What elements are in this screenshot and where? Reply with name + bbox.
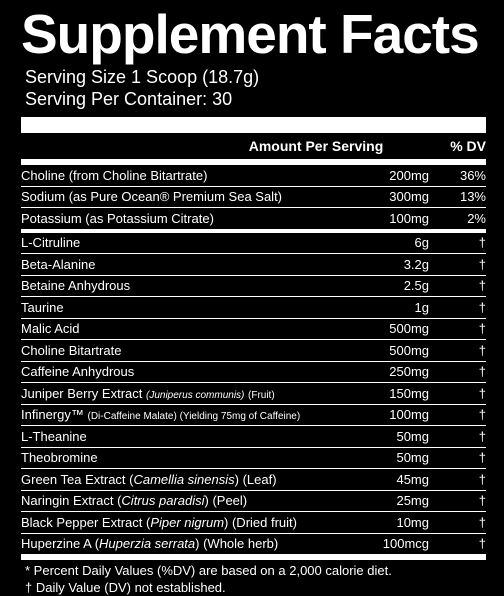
thick-divider bbox=[21, 117, 486, 133]
ingredient-dv: † bbox=[478, 385, 486, 401]
table-row: Taurine 1g † bbox=[21, 297, 486, 319]
ingredient-dv: † bbox=[478, 493, 486, 509]
ingredient-dv: 13% bbox=[459, 189, 486, 205]
ingredient-amount: 150mg bbox=[389, 385, 429, 401]
footer-divider bbox=[21, 554, 486, 560]
ingredient-amount: 2.5g bbox=[403, 278, 429, 294]
table-row: Infinergy™ (Di-Caffeine Malate) (Yieldin… bbox=[21, 405, 486, 426]
ingredient-amount: 3.2g bbox=[403, 256, 429, 272]
ingredient-name: Beta-Alanine bbox=[21, 256, 96, 272]
table-row: Beta-Alanine 3.2g † bbox=[21, 254, 486, 276]
table-row: Potassium (as Potassium Citrate) 100mg 2% bbox=[21, 208, 486, 229]
ingredient-name: Naringin Extract (Citrus paradisi) (Peel… bbox=[21, 493, 248, 509]
table-row: Theobromine 50mg † bbox=[21, 448, 486, 469]
ingredient-dv: † bbox=[478, 514, 486, 530]
ingredient-name: Betaine Anhydrous bbox=[21, 278, 131, 294]
ingredient-amount: 200mg bbox=[389, 167, 429, 183]
ingredient-name: Theobromine bbox=[21, 450, 98, 466]
ingredient-dv: 2% bbox=[467, 210, 486, 226]
table-row: Naringin Extract (Citrus paradisi) (Peel… bbox=[21, 491, 486, 512]
ingredients-section: L-Citruline 6g † Beta-Alanine 3.2g † Betaine A… bbox=[21, 233, 486, 555]
ingredient-amount: 6g bbox=[414, 235, 429, 251]
table-row: Malic Acid 500mg † bbox=[21, 319, 486, 340]
table-row: Choline Bitartrate 500mg † bbox=[21, 340, 486, 362]
ingredient-name: Choline (from Choline Bitartrate) bbox=[21, 167, 208, 183]
ingredient-dv: † bbox=[478, 342, 486, 358]
amount-header: Amount Per Serving bbox=[248, 138, 384, 154]
minerals-section: Choline (from Choline Bitartrate) 200mg 36… bbox=[21, 165, 486, 229]
ingredient-amount: 250mg bbox=[389, 364, 429, 380]
page-title: Supplement Facts bbox=[21, 3, 480, 65]
ingredient-name: L-Citruline bbox=[21, 235, 81, 251]
header-divider bbox=[21, 159, 486, 165]
ingredient-dv: † bbox=[478, 299, 486, 315]
ingredient-name: Green Tea Extract (Camellia sinensis) (L… bbox=[21, 471, 277, 487]
ingredient-name: Potassium (as Potassium Citrate) bbox=[21, 210, 214, 226]
ingredient-dv: † bbox=[478, 471, 486, 487]
ingredient-dv: † bbox=[478, 428, 486, 444]
ingredient-dv: † bbox=[478, 536, 486, 552]
table-row: Caffeine Anhydrous 250mg † bbox=[21, 362, 486, 383]
ingredient-amount: 300mg bbox=[389, 189, 429, 205]
table-row: Huperzine A (Huperzia serrata) (Whole he… bbox=[21, 534, 486, 555]
ingredient-dv: † bbox=[478, 278, 486, 294]
ingredient-amount: 25mg bbox=[396, 493, 429, 509]
ingredient-amount: 500mg bbox=[389, 321, 429, 337]
ingredient-name: Choline Bitartrate bbox=[21, 342, 122, 358]
ingredient-name: Black Pepper Extract (Piper nigrum) (Dri… bbox=[21, 514, 297, 530]
ingredient-amount: 500mg bbox=[389, 342, 429, 358]
ingredient-dv: † bbox=[478, 256, 486, 272]
table-row: L-Theanine 50mg † bbox=[21, 426, 486, 448]
table-header: Amount Per Serving % DV bbox=[21, 133, 486, 159]
table-row: Betaine Anhydrous 2.5g † bbox=[21, 276, 486, 297]
ingredient-amount: 100mg bbox=[389, 210, 429, 226]
section-divider bbox=[21, 228, 486, 233]
ingredient-amount: 10mg bbox=[396, 514, 429, 530]
table-row: Choline (from Choline Bitartrate) 200mg 36… bbox=[21, 165, 486, 187]
ingredient-name: Huperzine A (Huperzia serrata) (Whole he… bbox=[21, 536, 279, 552]
ingredient-name: Taurine bbox=[21, 299, 64, 315]
dv-header: % DV bbox=[450, 138, 486, 154]
ingredient-name: Caffeine Anhydrous bbox=[21, 364, 135, 380]
table-row: Sodium (as Pure Ocean® Premium Sea Salt)… bbox=[21, 187, 486, 208]
ingredient-amount: 45mg bbox=[396, 471, 429, 487]
table-row: L-Citruline 6g † bbox=[21, 233, 486, 254]
ingredient-amount: 1g bbox=[414, 299, 429, 315]
footnote-dv: * Percent Daily Values (%DV) are based o… bbox=[25, 563, 392, 578]
ingredient-dv: † bbox=[478, 235, 486, 251]
table-row: Juniper Berry Extract (Juniperus communi… bbox=[21, 383, 486, 405]
servings-per-container: Serving Per Container: 30 bbox=[25, 89, 233, 109]
ingredient-amount: 100mcg bbox=[382, 536, 429, 552]
ingredient-dv: 36% bbox=[459, 167, 486, 183]
ingredient-dv: † bbox=[478, 450, 486, 466]
ingredient-dv: † bbox=[478, 364, 486, 380]
table-row: Black Pepper Extract (Piper nigrum) (Dri… bbox=[21, 512, 486, 534]
ingredient-name: Malic Acid bbox=[21, 321, 80, 337]
ingredient-dv: † bbox=[478, 321, 486, 337]
table-row: Green Tea Extract (Camellia sinensis) (L… bbox=[21, 469, 486, 491]
ingredient-amount: 50mg bbox=[396, 450, 429, 466]
ingredient-name: L-Theanine bbox=[21, 428, 87, 444]
ingredient-name: Sodium (as Pure Ocean® Premium Sea Salt) bbox=[21, 189, 283, 205]
ingredient-name: Infinergy™ (Di-Caffeine Malate) (Yieldin… bbox=[21, 407, 301, 423]
ingredient-amount: 50mg bbox=[396, 428, 429, 444]
ingredient-dv: † bbox=[478, 407, 486, 423]
ingredient-name: Juniper Berry Extract (Juniperus communi… bbox=[21, 385, 275, 401]
ingredient-amount: 100mg bbox=[389, 407, 429, 423]
serving-size: Serving Size 1 Scoop (18.7g) bbox=[25, 67, 260, 87]
